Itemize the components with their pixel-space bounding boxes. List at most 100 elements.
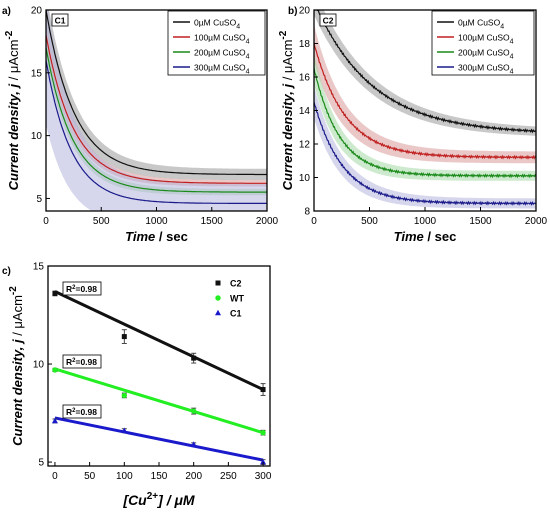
- data-point: [190, 408, 197, 414]
- y-label-unit: μAcm: [6, 40, 21, 74]
- y-label-unit: μAcm: [10, 295, 25, 329]
- r-squared-exponent: 2: [72, 358, 76, 364]
- data-point: [52, 290, 58, 296]
- y-label-exponent: -2: [4, 30, 15, 39]
- legend-label: 300µM CuSO4: [194, 63, 250, 76]
- y-tick-label: 10: [299, 173, 311, 184]
- y-tick-label: 5: [38, 458, 44, 469]
- y-tick-label: 16: [299, 73, 311, 84]
- series-line: [314, 42, 536, 160]
- x-label-text: [Cu: [122, 492, 147, 508]
- y-tick-label: 12: [299, 140, 311, 151]
- series-line: [46, 47, 267, 193]
- inset-label-box: [319, 13, 337, 27]
- legend-label: 300µM CuSO4: [458, 63, 514, 76]
- series-line: [46, 34, 267, 184]
- plot-area: [314, 10, 536, 209]
- legend-label: C1: [230, 309, 242, 319]
- x-tick-label: 0: [52, 471, 58, 482]
- panel-label: a): [2, 6, 11, 17]
- data-point: [121, 334, 127, 340]
- inset-label: C1: [51, 13, 69, 27]
- r-squared-symbol: R: [66, 284, 72, 294]
- fit-line: [54, 290, 264, 391]
- panel-b-current-decay-c2: 0 500 1000 1500 2000 8 10 12 14 16 18 20b) Current d…: [278, 6, 548, 245]
- data-point: [215, 295, 221, 301]
- legend-label: C2: [230, 279, 242, 289]
- y-tick-label: 8: [304, 207, 310, 218]
- y-label-sep: /: [10, 329, 25, 340]
- r-squared-value: =0.98: [75, 284, 97, 294]
- x-tick-label: 500: [93, 216, 110, 227]
- inset-label-text: C2: [323, 16, 334, 26]
- r-squared-exponent: 2: [72, 408, 76, 414]
- y-label-symbol: j: [280, 84, 295, 90]
- x-axis-label: Time / sec: [394, 229, 457, 244]
- x-label-unit: ] / μM: [156, 492, 195, 508]
- series-line: [46, 60, 267, 204]
- r-squared-annotation: R2=0.98: [62, 354, 102, 369]
- data-point: [191, 355, 197, 361]
- y-tick-label: 20: [31, 6, 43, 17]
- series-wt: [52, 367, 266, 436]
- legend-label: 200µM CuSO4: [458, 48, 514, 61]
- data-point: [121, 392, 128, 399]
- y-label-text: Current density,: [280, 88, 295, 191]
- legend-name: 0µM CuSO: [458, 18, 501, 28]
- x-tick-label: 250: [220, 471, 237, 482]
- x-tick-label: 1000: [414, 216, 437, 227]
- legend-subscript: 4: [510, 69, 514, 76]
- data-point: [52, 367, 58, 373]
- data-point: [215, 280, 221, 286]
- x-tick-label: 500: [361, 216, 378, 227]
- x-tick-label: 2000: [256, 216, 279, 227]
- legend-label: WT: [230, 294, 244, 304]
- r-squared-value: =0.98: [75, 357, 97, 367]
- r-squared-exponent: 2: [72, 285, 76, 291]
- y-axis-label: Current density, j / μAcm-2: [278, 30, 295, 190]
- series-line: [46, 10, 267, 176]
- y-label-text: Current density,: [10, 343, 25, 446]
- inset-label-box: [51, 13, 69, 27]
- x-tick-label: 1000: [145, 216, 168, 227]
- x-axis-label: Time / sec: [125, 229, 188, 244]
- legend-name: 200µM CuSO: [194, 48, 246, 58]
- r-squared-symbol: R: [66, 357, 72, 367]
- r-squared-text: R2=0.98: [66, 407, 97, 417]
- x-label-unit: / sec: [424, 229, 457, 244]
- r-squared-text: R2=0.98: [66, 357, 97, 367]
- x-tick-label: 0: [43, 216, 49, 227]
- legend-label: 0µM CuSO4: [458, 18, 504, 31]
- y-tick-label: 15: [31, 68, 43, 79]
- r-squared-box: [62, 404, 102, 419]
- legend-name: 300µM CuSO: [458, 63, 510, 73]
- legend-subscript: 4: [246, 54, 250, 61]
- x-tick-label: 100: [116, 471, 133, 482]
- legend-subscript: 4: [246, 69, 250, 76]
- data-point: [260, 458, 267, 465]
- data-point: [260, 387, 266, 393]
- y-tick-label: 10: [31, 131, 43, 142]
- fit-line: [54, 367, 264, 435]
- series-line: [316, 10, 536, 134]
- series-line: [314, 67, 536, 179]
- x-tick-label: 200: [185, 471, 202, 482]
- y-label-exponent: -2: [278, 30, 289, 39]
- data-point: [260, 429, 266, 436]
- x-label-superscript: 2+: [147, 491, 159, 502]
- legend-label: 0µM CuSO4: [194, 18, 240, 31]
- legend-name: 300µM CuSO: [194, 63, 246, 73]
- series-c2: [52, 290, 266, 396]
- series-line: [314, 101, 536, 206]
- x-tick-label: 300: [255, 471, 272, 482]
- x-axis-label: [Cu2+] / μM: [122, 491, 195, 508]
- x-tick-label: 50: [84, 471, 96, 482]
- r-squared-text: R2=0.98: [66, 284, 97, 294]
- legend-name: 100µM CuSO: [194, 33, 246, 43]
- y-label-symbol: j: [6, 84, 21, 90]
- x-tick-label: 0: [311, 216, 317, 227]
- legend-label: 100µM CuSO4: [458, 33, 514, 46]
